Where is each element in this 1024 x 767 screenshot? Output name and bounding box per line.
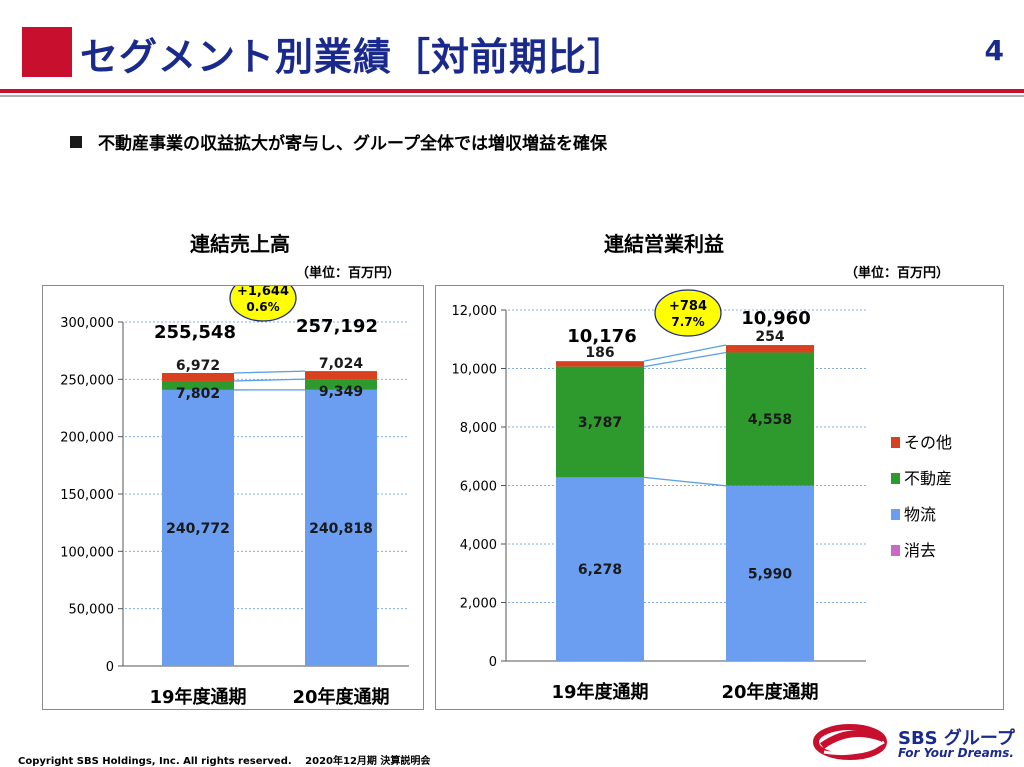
- bar-realestate: [305, 379, 377, 390]
- y-tick-label: 4,000: [460, 538, 497, 553]
- y-tick-label: 8,000: [460, 421, 497, 436]
- data-label: 5,990: [748, 566, 793, 582]
- y-tick-label: 0: [489, 655, 497, 670]
- legend-swatch: [891, 545, 900, 556]
- sales-chart-panel: 0 50,000 100,000 150,000 200,000 250,000 300,0…: [42, 274, 424, 710]
- connector-line: [643, 351, 727, 368]
- profit-chart: 0 2,000 4,000 6,000 8,000 10,000 12,000 6,278 3,…: [452, 289, 952, 703]
- data-label: 9,349: [319, 384, 363, 400]
- y-tick-label: 2,000: [460, 597, 497, 612]
- legend-label: 不動産: [904, 469, 952, 488]
- sales-chart: 0 50,000 100,000 150,000 200,000 250,000 300,0…: [60, 274, 409, 708]
- data-label: 4,558: [748, 412, 792, 428]
- bar-realestate: [726, 352, 814, 486]
- connector-line: [233, 378, 306, 382]
- data-label: 7,024: [319, 356, 364, 372]
- data-label: 7,802: [176, 386, 220, 402]
- y-tick-label: 6,000: [460, 480, 497, 495]
- sbs-swoosh-icon: [813, 724, 887, 760]
- y-tick-label: 250,000: [60, 373, 114, 388]
- x-category-label: 19年度通期: [551, 681, 648, 703]
- x-category-label: 19年度通期: [149, 686, 246, 708]
- connector-line: [643, 476, 727, 487]
- bar-realestate: [162, 380, 234, 390]
- square-bullet-icon: [70, 136, 82, 148]
- total-label: 10,176: [567, 326, 636, 347]
- change-amount: +1,644: [237, 286, 289, 299]
- total-label: 257,192: [296, 316, 378, 337]
- bar-logistics: [556, 477, 644, 661]
- bar-other: [726, 345, 814, 353]
- y-tick-label: 300,000: [60, 316, 114, 331]
- legend-label: 物流: [904, 505, 936, 524]
- y-tick-label: 50,000: [69, 603, 115, 618]
- data-label: 240,818: [309, 521, 373, 537]
- logo-name: SBS グループ: [898, 728, 1015, 749]
- logo-tagline: For Your Dreams.: [898, 746, 1014, 760]
- legend-swatch: [891, 437, 900, 448]
- legend-swatch: [891, 509, 900, 520]
- title-accent-square: [22, 27, 72, 77]
- summary-bullet: 不動産事業の収益拡大が寄与し、グループ全体では増収増益を確保: [70, 129, 607, 154]
- x-category-label: 20年度通期: [721, 681, 818, 703]
- data-label: 240,772: [166, 521, 230, 537]
- bar-other: [162, 372, 234, 381]
- bar-logistics: [162, 389, 234, 666]
- connector-line: [233, 370, 306, 374]
- y-tick-label: 0: [106, 660, 114, 675]
- y-tick-label: 150,000: [60, 488, 114, 503]
- change-bubble: [654, 289, 722, 337]
- total-label: 255,548: [154, 322, 236, 343]
- y-tick-label: 12,000: [452, 304, 498, 319]
- sales-chart-title: 連結売上高: [190, 232, 290, 256]
- data-label: 3,787: [578, 415, 622, 431]
- y-tick-label: 10,000: [452, 363, 498, 378]
- profit-unit-label: （単位：百万円）: [845, 266, 950, 281]
- bar-logistics: [726, 485, 814, 661]
- legend-label: 消去: [904, 541, 936, 560]
- change-amount: +784: [669, 299, 707, 314]
- summary-text: 不動産事業の収益拡大が寄与し、グループ全体では増収増益を確保: [98, 134, 607, 154]
- change-percent: 0.6%: [246, 300, 279, 314]
- data-label: 6,278: [578, 562, 622, 578]
- y-tick-label: 100,000: [60, 545, 114, 560]
- sbs-logo: SBS グループ For Your Dreams.: [812, 722, 1015, 764]
- profit-chart-title: 連結営業利益: [604, 232, 724, 256]
- legend-label: その他: [904, 433, 952, 452]
- data-label: 186: [585, 345, 614, 361]
- bar-logistics: [305, 389, 377, 666]
- bar-other: [305, 371, 377, 380]
- connector-line: [643, 344, 727, 362]
- profit-chart-panel: 0 2,000 4,000 6,000 8,000 10,000 12,000 6,278 3,…: [435, 285, 1004, 710]
- header-rule-gray: [0, 95, 1024, 97]
- page-title: セグメント別業績［対前期比］: [80, 35, 627, 79]
- bar-realestate: [556, 366, 644, 478]
- footer-copyright: Copyright SBS Holdings, Inc. All rights …: [18, 756, 431, 767]
- legend-swatch: [891, 473, 900, 484]
- y-tick-label: 200,000: [60, 431, 114, 446]
- change-percent: 7.7%: [671, 315, 704, 329]
- x-category-label: 20年度通期: [292, 686, 389, 708]
- header-rule-red: [0, 89, 1024, 93]
- data-label: 254: [755, 329, 784, 345]
- data-label: 6,972: [176, 358, 220, 374]
- page-number: 4: [984, 34, 1004, 67]
- bar-other: [556, 361, 644, 367]
- total-label: 10,960: [741, 308, 810, 329]
- sales-unit-label: （単位：百万円）: [296, 266, 401, 281]
